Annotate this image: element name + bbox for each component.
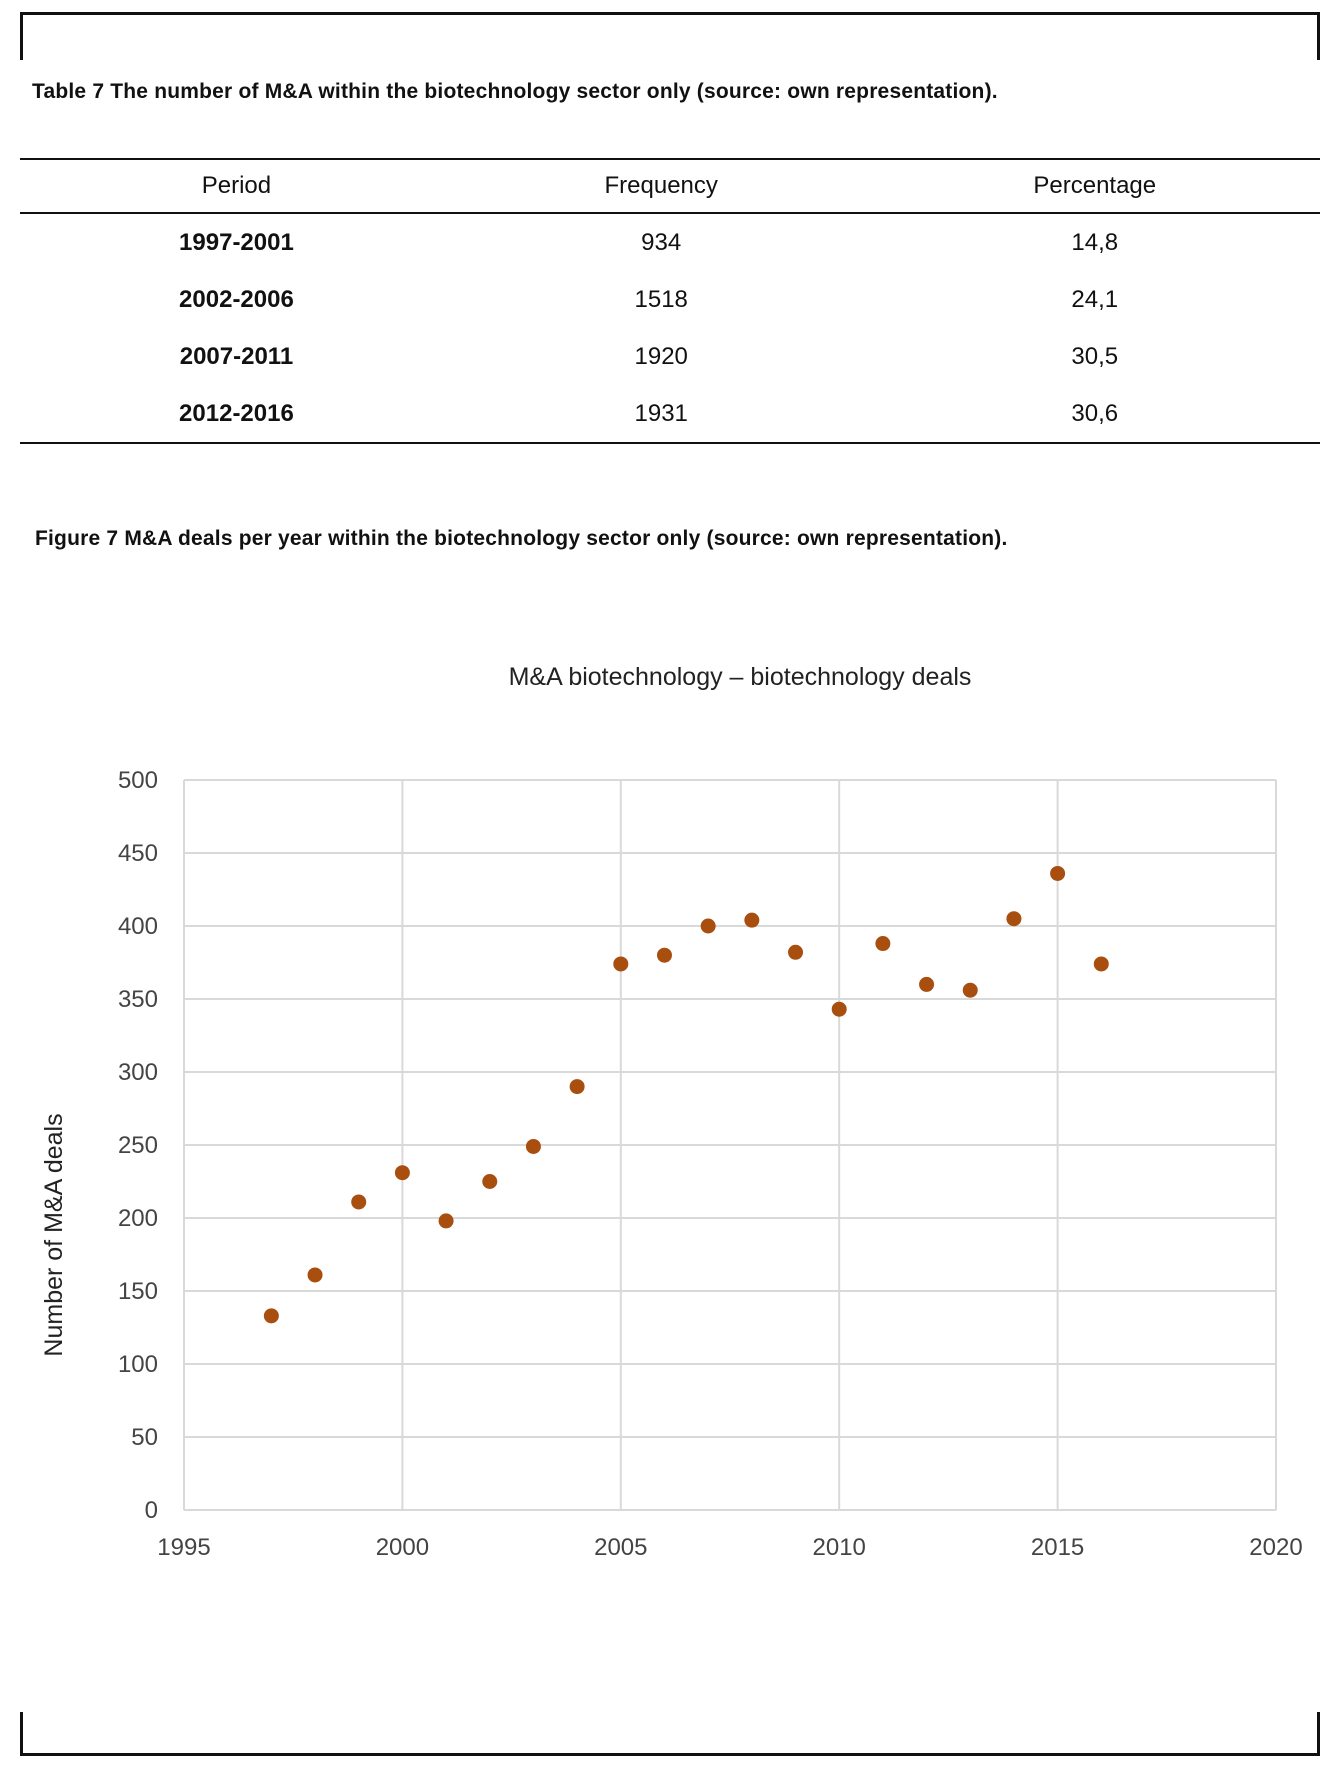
data-point (307, 1267, 323, 1283)
data-point (569, 1079, 585, 1095)
data-point (263, 1308, 279, 1324)
header-percentage: Percentage (869, 158, 1320, 214)
cell-percentage: 14,8 (1071, 228, 1119, 256)
cell-percentage: 30,6 (869, 385, 1320, 444)
chart-title: M&A biotechnology – biotechnology deals (509, 663, 972, 691)
x-tick-label: 1995 (157, 1534, 210, 1561)
y-tick-label: 150 (118, 1278, 158, 1305)
x-tick-label: 2000 (376, 1534, 429, 1561)
data-point (1093, 956, 1109, 972)
header-frequency: Frequency (452, 158, 870, 214)
table-row: 2007-2011 1920 30,5 (20, 328, 1320, 385)
y-axis-label: Number of M&A deals (40, 1113, 68, 1356)
table-row: 2012-2016 1931 30,6 (20, 385, 1320, 444)
cell-frequency: 1920 (634, 342, 688, 370)
y-tick-label: 400 (118, 913, 158, 940)
data-point (613, 956, 629, 972)
y-tick-label: 100 (118, 1351, 158, 1378)
y-tick-label: 0 (145, 1497, 158, 1524)
y-tick-label: 500 (118, 767, 158, 794)
data-point (875, 936, 891, 952)
cell-period: 2007-2011 (179, 342, 294, 370)
table-row: 2002-2006 1518 24,1 (20, 271, 1320, 328)
frame-bottom-bracket (20, 1712, 1320, 1756)
data-point (656, 947, 672, 963)
scatter-chart: M&A biotechnology – biotechnology deals 0… (40, 663, 1303, 1561)
table-header-row: Period Frequency Percentage (20, 158, 1320, 214)
data-point (482, 1174, 498, 1189)
y-tick-label: 200 (118, 1205, 158, 1232)
header-period: Period (20, 158, 453, 214)
x-tick-label: 2015 (1031, 1534, 1084, 1561)
cell-period: 2002-2006 (179, 285, 294, 313)
data-point (438, 1213, 454, 1229)
cell-frequency: 934 (641, 228, 682, 256)
data-point (1006, 911, 1022, 927)
cell-frequency: 1931 (452, 385, 870, 444)
cell-percentage: 30,5 (1071, 342, 1119, 370)
cell-period: 1997-2001 (179, 228, 294, 256)
data-point (700, 918, 716, 934)
data-point (351, 1194, 367, 1210)
data-point (525, 1138, 541, 1154)
y-tick-label: 450 (118, 840, 158, 867)
cell-period: 2012-2016 (20, 385, 453, 444)
cell-frequency: 1518 (634, 285, 688, 313)
data-point (394, 1165, 410, 1181)
table-caption: Table 7 The number of M&A within the bio… (32, 80, 998, 103)
data-point (788, 944, 804, 960)
deals-table: Period Frequency Percentage 1997-2001 93… (20, 158, 1320, 444)
data-point (1050, 865, 1066, 881)
x-tick-label: 2010 (813, 1534, 866, 1561)
y-tick-label: 350 (118, 986, 158, 1013)
x-tick-label: 2020 (1249, 1534, 1302, 1561)
y-tick-label: 250 (118, 1132, 158, 1159)
y-tick-label: 300 (118, 1059, 158, 1086)
frame-top-bracket (20, 12, 1320, 60)
data-point (919, 976, 935, 992)
data-point (962, 982, 978, 998)
y-tick-label: 50 (131, 1424, 158, 1451)
cell-percentage: 24,1 (1071, 285, 1119, 313)
table-row: 1997-2001 934 14,8 (20, 213, 1320, 271)
data-point (744, 912, 760, 928)
data-point (831, 1001, 847, 1017)
figure-caption: Figure 7 M&A deals per year within the b… (35, 527, 1008, 550)
x-tick-label: 2005 (594, 1534, 647, 1561)
